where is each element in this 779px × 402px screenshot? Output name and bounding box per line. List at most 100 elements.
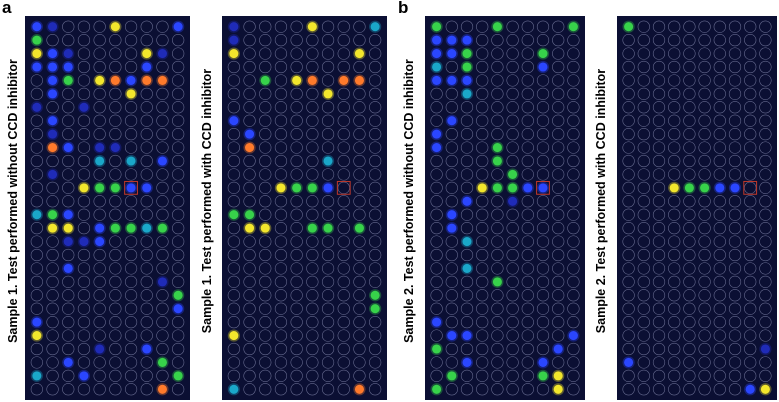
empty-well bbox=[337, 289, 350, 302]
reactive-spot bbox=[95, 344, 105, 354]
empty-well bbox=[274, 87, 288, 100]
reactive-spot bbox=[492, 277, 502, 287]
empty-well bbox=[172, 87, 185, 100]
reactive-spot bbox=[245, 143, 255, 153]
empty-well bbox=[259, 316, 272, 329]
empty-well bbox=[567, 195, 580, 208]
empty-well bbox=[536, 208, 550, 221]
empty-well bbox=[109, 289, 122, 302]
empty-well bbox=[62, 342, 75, 356]
empty-well bbox=[683, 87, 696, 100]
empty-well bbox=[227, 235, 240, 248]
empty-well bbox=[567, 383, 580, 396]
empty-well bbox=[93, 289, 106, 302]
empty-well bbox=[637, 114, 650, 127]
empty-well bbox=[460, 316, 474, 329]
reactive-spot bbox=[173, 371, 183, 381]
empty-well bbox=[637, 195, 650, 208]
empty-well bbox=[698, 369, 711, 382]
empty-well bbox=[713, 47, 726, 60]
empty-well bbox=[156, 329, 169, 342]
empty-well bbox=[460, 248, 474, 262]
empty-well bbox=[337, 342, 350, 356]
empty-well bbox=[30, 275, 43, 288]
reactive-spot bbox=[142, 62, 152, 72]
empty-well bbox=[521, 369, 534, 382]
empty-well bbox=[476, 114, 489, 127]
empty-well bbox=[77, 60, 91, 74]
empty-well bbox=[369, 128, 382, 141]
empty-well bbox=[290, 195, 303, 208]
empty-well bbox=[476, 369, 489, 382]
empty-well bbox=[668, 342, 681, 356]
reactive-spot bbox=[48, 22, 58, 32]
empty-well bbox=[430, 87, 443, 100]
empty-well bbox=[227, 168, 240, 181]
empty-well bbox=[506, 275, 519, 288]
empty-well bbox=[109, 275, 122, 288]
empty-well bbox=[290, 128, 303, 141]
empty-well bbox=[93, 101, 106, 114]
empty-well bbox=[77, 168, 91, 181]
empty-well bbox=[227, 289, 240, 302]
empty-well bbox=[698, 222, 711, 235]
empty-well bbox=[759, 316, 772, 329]
reactive-spot bbox=[142, 49, 152, 59]
empty-well bbox=[668, 34, 681, 47]
empty-well bbox=[337, 47, 350, 60]
empty-well bbox=[652, 208, 666, 221]
empty-well bbox=[683, 74, 696, 87]
empty-well bbox=[321, 342, 335, 356]
empty-well bbox=[668, 248, 681, 262]
empty-well bbox=[728, 289, 742, 302]
empty-well bbox=[274, 316, 288, 329]
empty-well bbox=[306, 168, 319, 181]
empty-well bbox=[460, 208, 474, 221]
empty-well bbox=[243, 369, 256, 382]
empty-well bbox=[156, 235, 169, 248]
empty-well bbox=[521, 87, 534, 100]
empty-well bbox=[337, 248, 350, 262]
empty-well bbox=[713, 235, 726, 248]
reactive-spot bbox=[568, 22, 578, 32]
reactive-spot bbox=[669, 183, 679, 193]
reactive-spot bbox=[760, 344, 770, 354]
empty-well bbox=[227, 141, 240, 154]
empty-well bbox=[491, 87, 504, 100]
empty-well bbox=[430, 302, 443, 315]
empty-well bbox=[306, 34, 319, 47]
empty-well bbox=[506, 114, 519, 127]
empty-well bbox=[140, 356, 153, 369]
empty-well bbox=[521, 329, 534, 342]
empty-well bbox=[369, 316, 382, 329]
empty-well bbox=[713, 20, 726, 33]
empty-well bbox=[140, 289, 153, 302]
empty-well bbox=[124, 195, 138, 208]
empty-well bbox=[536, 154, 550, 168]
empty-well bbox=[30, 302, 43, 315]
reactive-spot bbox=[229, 384, 239, 394]
reactive-spot bbox=[142, 183, 152, 193]
empty-well bbox=[46, 302, 59, 315]
empty-well bbox=[274, 289, 288, 302]
reactive-spot bbox=[447, 116, 457, 126]
empty-well bbox=[683, 47, 696, 60]
empty-well bbox=[109, 154, 122, 168]
empty-well bbox=[227, 302, 240, 315]
empty-well bbox=[552, 316, 565, 329]
empty-well bbox=[506, 101, 519, 114]
empty-well bbox=[124, 275, 138, 288]
empty-well bbox=[290, 302, 303, 315]
empty-well bbox=[668, 74, 681, 87]
empty-well bbox=[668, 208, 681, 221]
empty-well bbox=[728, 168, 742, 181]
empty-well bbox=[506, 356, 519, 369]
empty-well bbox=[274, 47, 288, 60]
reactive-spot bbox=[245, 223, 255, 233]
reactive-spot bbox=[508, 183, 518, 193]
empty-well bbox=[109, 383, 122, 396]
empty-well bbox=[274, 128, 288, 141]
empty-well bbox=[506, 74, 519, 87]
empty-well bbox=[353, 34, 366, 47]
reactive-spot bbox=[730, 183, 740, 193]
